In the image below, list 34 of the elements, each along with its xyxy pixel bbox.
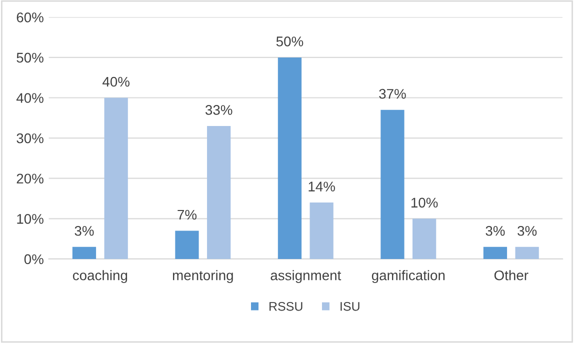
bar xyxy=(412,218,436,259)
bar xyxy=(72,246,96,259)
data-label: 50% xyxy=(276,36,304,46)
y-tick-label: 0% xyxy=(24,254,44,264)
x-tick-label: gamification xyxy=(372,270,445,284)
data-label: 3% xyxy=(74,226,94,236)
y-tick-label: 50% xyxy=(16,52,44,63)
bar xyxy=(483,246,508,259)
data-label: 7% xyxy=(178,210,197,220)
y-tick-label: 30% xyxy=(16,133,44,144)
bar xyxy=(515,246,539,259)
y-tick-label: 60% xyxy=(16,12,44,22)
legend-label: ISU xyxy=(340,302,360,311)
data-label: 33% xyxy=(205,105,232,115)
bar xyxy=(207,126,231,259)
y-tick-label: 20% xyxy=(16,174,44,184)
x-tick-label: mentoring xyxy=(172,270,233,284)
bar xyxy=(175,230,199,259)
data-label: 37% xyxy=(379,88,406,99)
x-tick-label: Other xyxy=(494,270,528,280)
data-label: 3% xyxy=(486,226,505,236)
bar xyxy=(278,57,302,259)
bar xyxy=(310,202,334,259)
y-tick-label: 10% xyxy=(17,214,44,224)
data-label: 40% xyxy=(102,76,130,87)
data-label: 10% xyxy=(411,198,438,208)
bar xyxy=(104,98,128,259)
data-label: 14% xyxy=(308,182,335,192)
y-tick-label: 40% xyxy=(16,93,44,103)
x-tick-label: assignment xyxy=(270,270,342,284)
legend-label: RSSU xyxy=(270,302,302,311)
data-label: 3% xyxy=(518,226,537,236)
x-tick-label: coaching xyxy=(72,270,128,284)
bar xyxy=(380,110,404,259)
